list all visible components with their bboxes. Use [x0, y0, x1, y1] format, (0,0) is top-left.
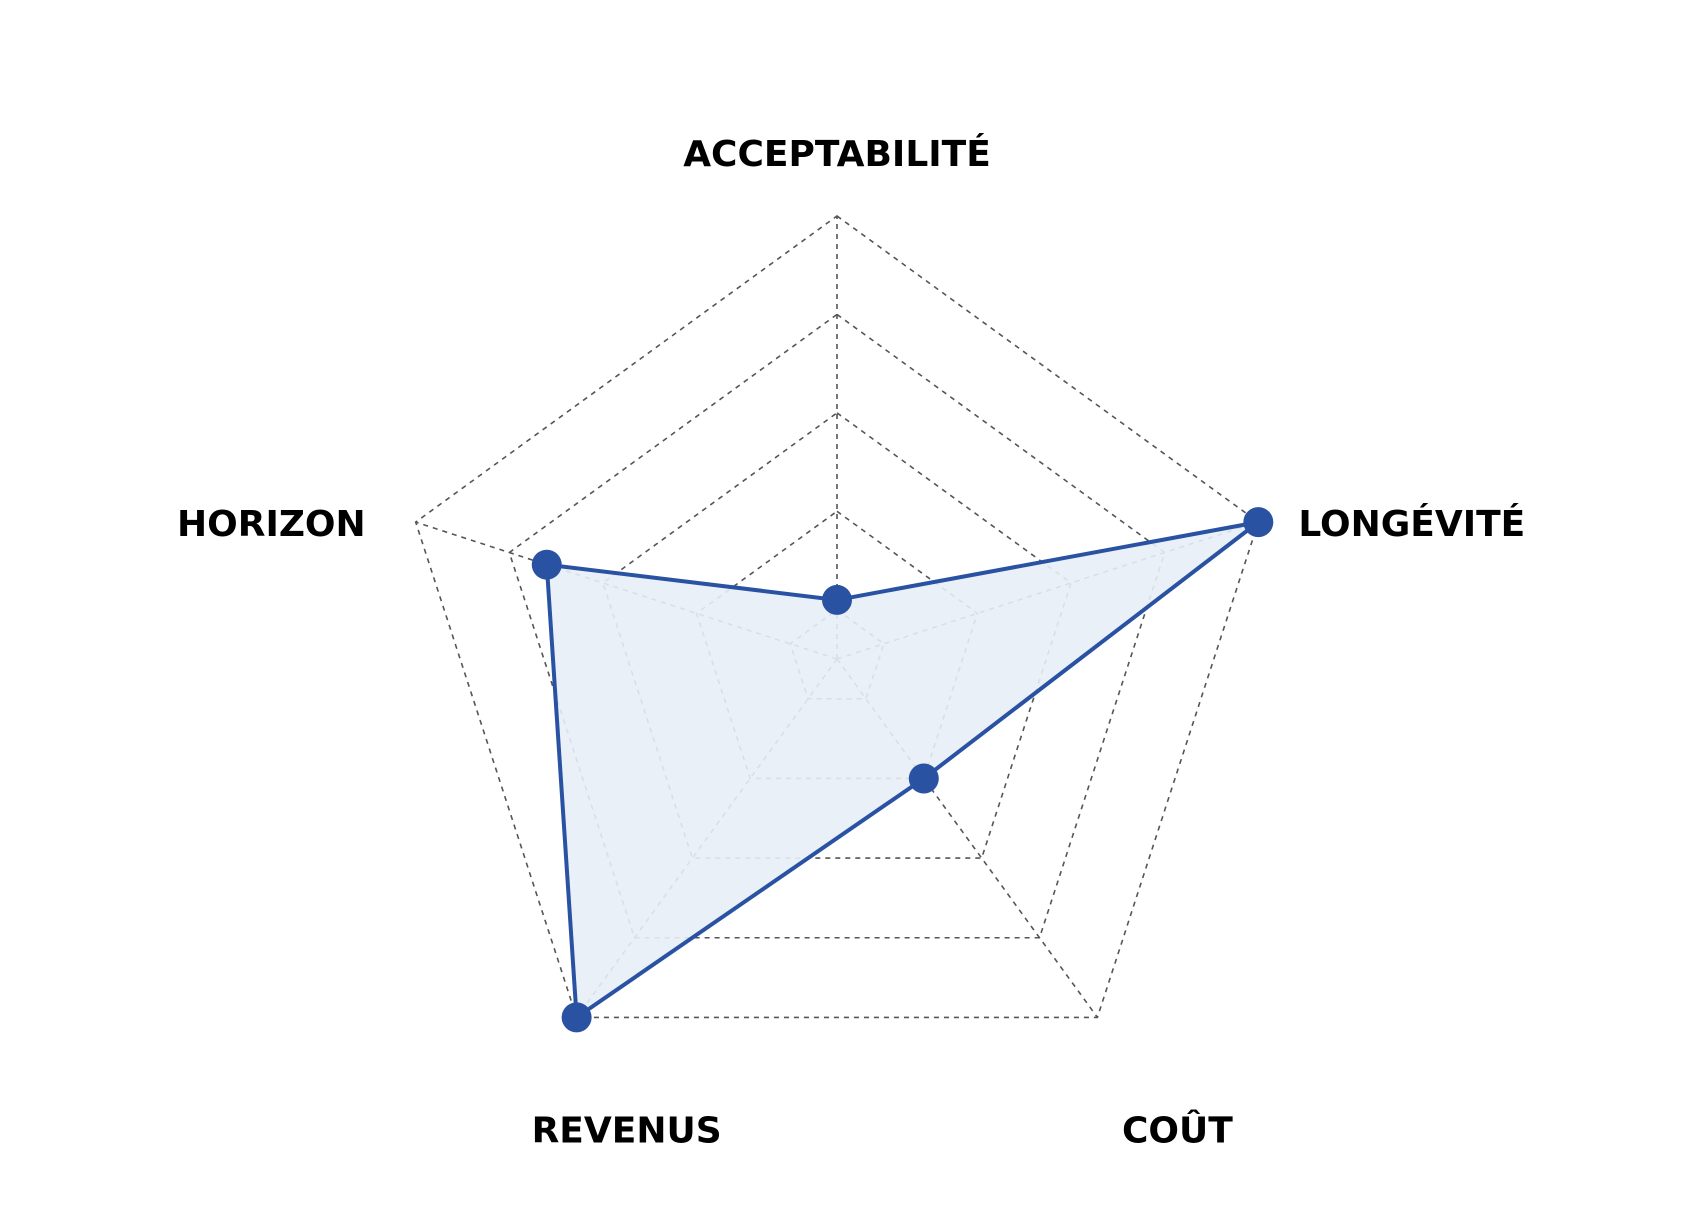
axis-label: ACCEPTABILITÉ — [683, 133, 991, 175]
data-point — [908, 763, 939, 794]
data-area — [544, 520, 1260, 1022]
grid-ring — [601, 411, 1073, 859]
data-point — [531, 549, 562, 580]
axis-label: HORIZON — [177, 504, 366, 545]
data-point — [1243, 507, 1274, 538]
data-point — [822, 584, 852, 615]
data-point — [561, 1002, 592, 1033]
grid-ring — [414, 215, 1260, 1019]
axis-label: LONGÉVITÉ — [1298, 503, 1525, 545]
axis-label: COÛT — [1122, 1109, 1233, 1151]
grid-ring — [508, 313, 1166, 939]
axis-label: REVENUS — [532, 1110, 722, 1151]
